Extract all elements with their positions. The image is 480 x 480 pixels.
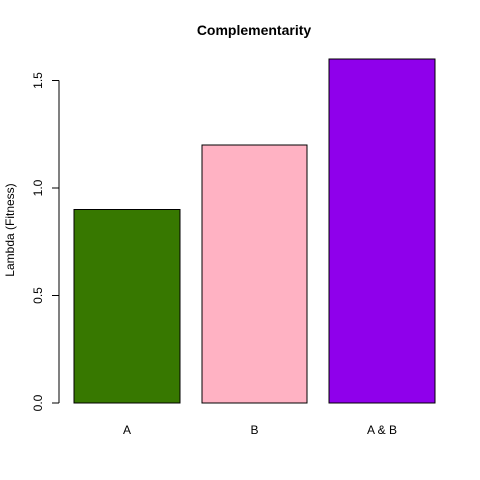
y-tick-label: 1.5 [31, 72, 45, 89]
y-tick-label: 0.5 [31, 287, 45, 304]
category-label: B [250, 423, 258, 437]
y-tick-label: 1.0 [31, 179, 45, 196]
chart-title: Complementarity [197, 22, 312, 38]
y-axis: 0.0 0.5 1.0 1.5 [31, 72, 60, 411]
category-label: A [123, 423, 131, 437]
bars [73, 58, 436, 404]
y-tick-label: 0.0 [31, 394, 45, 411]
y-axis-label: Lambda (Fitness) [3, 183, 17, 276]
bar [73, 209, 181, 404]
bar [328, 58, 436, 404]
category-label: A & B [367, 423, 397, 437]
bar [201, 144, 308, 404]
